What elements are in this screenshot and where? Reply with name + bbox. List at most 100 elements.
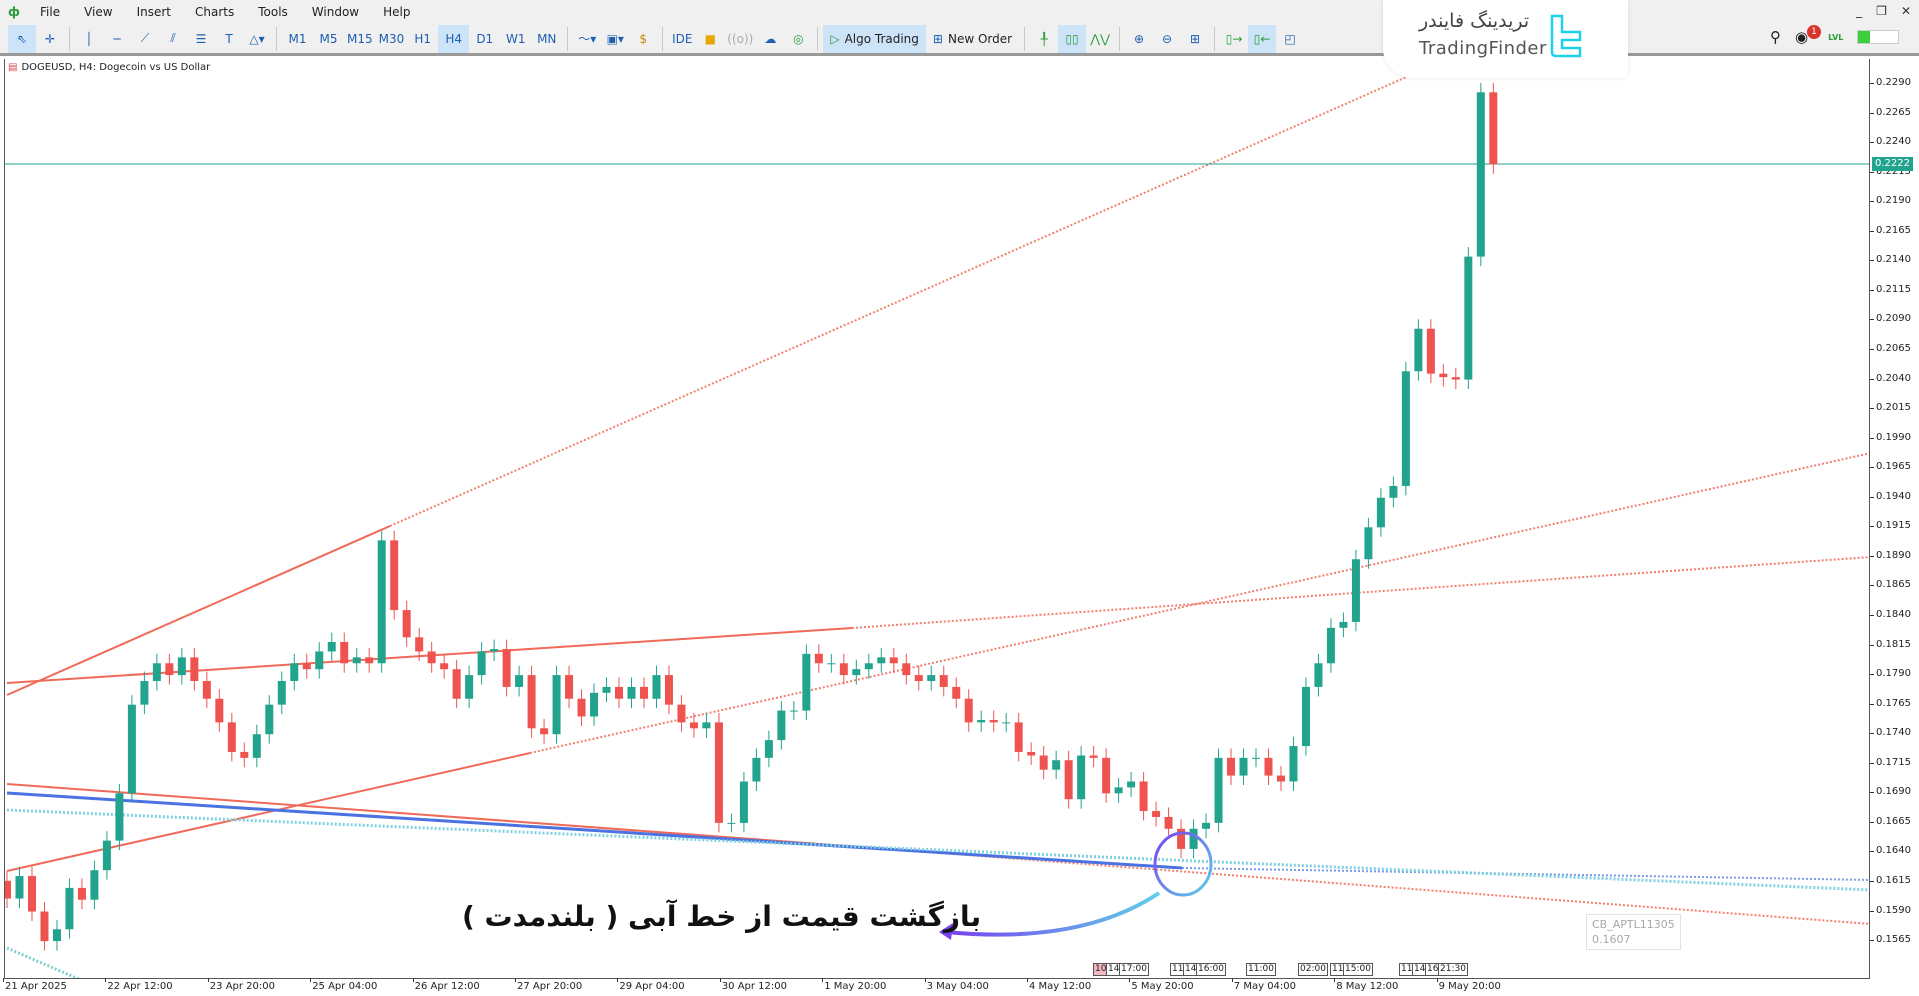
zoom-in-icon[interactable]: ⊕ xyxy=(1134,31,1145,46)
logo-text-fa: تریدینگ فایندر xyxy=(1419,10,1530,32)
fibonacci-icon[interactable]: ☰ xyxy=(195,31,207,46)
time-label: 23 Apr 20:00 xyxy=(207,978,275,992)
timeframe-m30[interactable]: M30 xyxy=(378,31,405,46)
timeframe-w1[interactable]: W1 xyxy=(506,31,526,46)
close-button[interactable]: ✕ xyxy=(1900,4,1911,18)
price-label: 0.1865 xyxy=(1870,579,1911,591)
candle-bearish xyxy=(340,641,349,664)
candle-bullish xyxy=(764,740,773,758)
trendline-red-down-ext xyxy=(900,849,1869,925)
search-icon[interactable]: ⚲ xyxy=(1770,28,1781,46)
dollar-icon[interactable]: $ xyxy=(639,31,648,46)
price-label: 0.1990 xyxy=(1870,431,1911,443)
trendline-icon[interactable]: ⟋ xyxy=(140,31,150,45)
price-label: 0.2040 xyxy=(1870,372,1911,384)
candle-chart-icon[interactable]: ▯▯ xyxy=(1058,24,1087,53)
minimize-button[interactable]: _ xyxy=(1856,4,1863,18)
candle-bullish xyxy=(552,675,561,735)
time-axis[interactable]: 21 Apr 2025 22 Apr 12:00 23 Apr 20:00 25 Ap… xyxy=(0,978,1870,996)
text-tool-icon[interactable]: T xyxy=(225,31,233,46)
tile-windows-icon[interactable]: ⊞ xyxy=(1190,31,1201,46)
candle-bullish xyxy=(290,663,299,682)
cloud-icon[interactable]: ☁ xyxy=(764,31,777,46)
ide-button[interactable]: IDE xyxy=(672,31,693,46)
menu-window[interactable]: Window xyxy=(311,5,360,19)
line-chart-icon[interactable]: ⋀⋁ xyxy=(1090,31,1110,46)
candle-bearish xyxy=(240,751,249,758)
candle-bullish xyxy=(1214,757,1223,823)
session-tag: 15:00 xyxy=(1343,963,1373,976)
chart-shift-icon[interactable]: ▯← xyxy=(1248,24,1277,53)
candle-bearish xyxy=(1276,775,1285,782)
trendline-red-ext xyxy=(851,556,1869,629)
vertical-line-icon[interactable]: │ xyxy=(85,31,93,46)
price-axis[interactable]: 0.2290 0.2265 0.2240 0.2215 0.2190 0.2165 0.21… xyxy=(1870,59,1919,979)
candle-bullish xyxy=(652,675,661,699)
price-label: 0.1790 xyxy=(1870,668,1911,680)
zoom-out-icon[interactable]: ⊖ xyxy=(1162,31,1173,46)
chart-area[interactable]: CB_APTL11305 0.1607 xyxy=(4,59,1870,979)
horizontal-line-icon[interactable]: ─ xyxy=(113,31,121,46)
timeframe-mn[interactable]: MN xyxy=(537,31,557,46)
indicators-icon[interactable]: ▣▾ xyxy=(606,31,624,46)
candle-bullish xyxy=(727,822,736,824)
bar-chart-icon[interactable]: ╀ xyxy=(1040,31,1048,46)
menu-help[interactable]: Help xyxy=(383,5,411,19)
screenshot-icon[interactable]: ◰ xyxy=(1284,31,1296,46)
menu-tools[interactable]: Tools xyxy=(258,5,288,19)
trendline-cyan xyxy=(6,946,81,978)
shapes-icon[interactable]: △▾ xyxy=(249,31,265,46)
logo-text-en: TradingFinder xyxy=(1419,38,1547,59)
candle-bullish xyxy=(802,653,811,711)
price-label: 0.1740 xyxy=(1870,727,1911,739)
channel-icon[interactable]: ⫽ xyxy=(170,31,176,45)
trendline-cyan xyxy=(6,808,1869,892)
annotation-arrow xyxy=(945,891,1161,937)
price-label: 0.2165 xyxy=(1870,224,1911,236)
candle-bullish xyxy=(1364,527,1373,560)
candle-bullish xyxy=(1464,256,1473,380)
restore-button[interactable]: ❐ xyxy=(1876,4,1887,18)
candle-bearish xyxy=(1102,757,1111,794)
candle-bullish xyxy=(602,686,611,693)
algo-trading-button[interactable]: ▷ Algo Trading xyxy=(823,24,926,53)
candle-bearish xyxy=(427,651,436,664)
level-icon[interactable]: LVL xyxy=(1828,32,1844,42)
tradingfinder-watermark: تریدینگ فایندر TradingFinder xyxy=(1383,0,1628,78)
candle-bearish xyxy=(939,675,948,687)
timeframe-h1[interactable]: H1 xyxy=(414,31,432,46)
account-button[interactable]: ◉ 1 xyxy=(1795,25,1821,46)
vps-icon[interactable]: ◎ xyxy=(793,31,804,46)
new-order-button[interactable]: ⊞ New Order xyxy=(932,31,1013,46)
candle-bearish xyxy=(615,686,624,699)
chart-type-icon[interactable]: 〜▾ xyxy=(578,32,597,46)
menu-insert[interactable]: Insert xyxy=(136,5,171,19)
candle-bullish xyxy=(1202,822,1211,829)
autoscroll-icon[interactable]: ▯→ xyxy=(1225,31,1243,46)
menu-charts[interactable]: Charts xyxy=(195,5,235,19)
timeframe-m1[interactable]: M1 xyxy=(288,31,307,46)
candle-bullish xyxy=(1239,757,1248,776)
candle-bullish xyxy=(102,840,111,871)
candle-bearish xyxy=(1489,92,1498,165)
crosshair-tool-icon[interactable]: ✛ xyxy=(44,31,56,46)
timeframe-m15[interactable]: M15 xyxy=(347,31,373,46)
cursor-tool-icon[interactable]: ⇖ xyxy=(8,24,36,53)
menu-view[interactable]: View xyxy=(84,5,113,19)
candle-bullish xyxy=(1339,621,1348,628)
candle-bearish xyxy=(440,663,449,670)
timeframe-m5[interactable]: M5 xyxy=(319,31,338,46)
timeframe-h4[interactable]: H4 xyxy=(438,24,470,53)
play-icon: ▷ xyxy=(830,31,840,46)
candle-bullish xyxy=(490,649,499,652)
candle-bullish xyxy=(1301,686,1310,747)
price-label: 0.2115 xyxy=(1870,283,1911,295)
menu-file[interactable]: File xyxy=(40,5,61,19)
candle-bullish xyxy=(827,663,836,665)
candle-bearish xyxy=(664,675,673,705)
separator xyxy=(662,26,664,51)
signal-icon[interactable]: ((o)) xyxy=(727,31,754,46)
market-bag-icon[interactable]: ■ xyxy=(704,31,716,46)
timeframe-d1[interactable]: D1 xyxy=(476,31,494,46)
price-label: 0.1890 xyxy=(1870,549,1911,561)
